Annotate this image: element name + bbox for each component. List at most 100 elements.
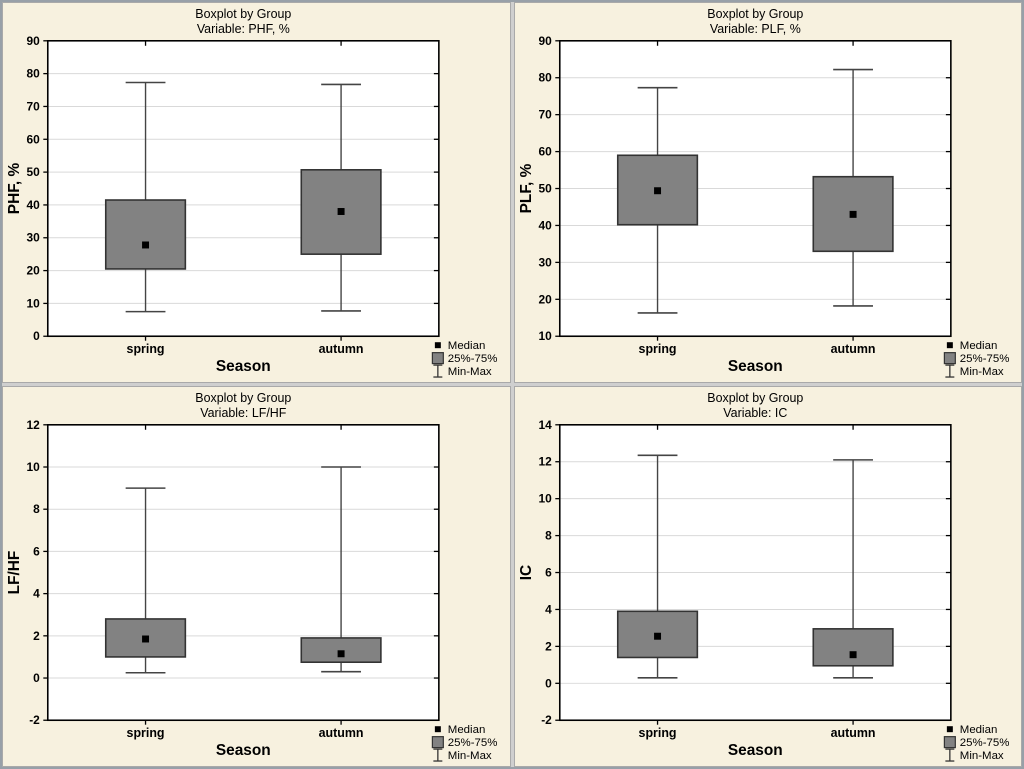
legend-label-iqr-box-icon: 25%-75% [448, 737, 498, 749]
ytick-label: 4 [33, 587, 40, 601]
ytick-label: 60 [538, 145, 552, 159]
panel-title: Boxplot by Group [707, 7, 803, 21]
legend-label-iqr-box-icon: 25%-75% [959, 737, 1009, 749]
ytick-label: 0 [33, 329, 40, 343]
ytick-label: 80 [27, 67, 41, 81]
ytick-label: 4 [545, 602, 552, 616]
legend-label-minmax-whisker-icon: Min-Max [959, 750, 1003, 762]
iqr-box [300, 637, 382, 664]
ytick-label: -2 [541, 713, 552, 727]
xtick-label: spring [127, 726, 165, 740]
ytick-label: 30 [538, 255, 552, 269]
box-group-autumn [300, 466, 382, 673]
box-group-spring [616, 86, 698, 314]
legend-label-median-square-icon: Median [448, 724, 486, 736]
xtick-label: autumn [830, 342, 875, 356]
panel-subtitle: Variable: PLF, % [709, 22, 800, 36]
ytick-label: 50 [538, 182, 552, 196]
y-axis-label: LF/HF [6, 551, 23, 595]
median-marker [337, 650, 345, 658]
boxplot-panel-ic: Boxplot by Group Variable: IC spring autumn… [513, 386, 1022, 767]
ytick-label: 20 [27, 264, 41, 278]
boxplot-panel-plf: Boxplot by Group Variable: PLF, % spring au… [513, 2, 1022, 383]
median-square-icon [434, 726, 441, 733]
legend-label-median-square-icon: Median [959, 724, 997, 736]
boxplot-panel-phf: Boxplot by Group Variable: PHF, % spring au… [2, 2, 511, 383]
iqr-box-icon [943, 352, 956, 365]
box-group-spring [104, 487, 187, 674]
ytick-label: 90 [538, 34, 552, 48]
ytick-label: 70 [538, 108, 552, 122]
median-marker [849, 210, 857, 218]
xtick-label: autumn [319, 726, 364, 740]
ytick-label: 0 [545, 676, 552, 690]
ytick-label: 20 [538, 292, 552, 306]
panel-subtitle: Variable: IC [723, 406, 787, 420]
xtick-label: autumn [319, 342, 364, 356]
ytick-label: 12 [27, 418, 41, 432]
ytick-label: 10 [27, 460, 41, 474]
plot-border [46, 40, 440, 338]
ytick-label: 60 [27, 132, 41, 146]
median-square-icon [434, 342, 441, 349]
ytick-label: 40 [27, 198, 41, 212]
iqr-box-icon [431, 736, 444, 749]
ytick-label: 6 [33, 544, 40, 558]
y-axis-label: PLF, % [517, 163, 534, 213]
ytick-label: 14 [538, 418, 552, 432]
ytick-label: 90 [27, 34, 41, 48]
panel-title: Boxplot by Group [195, 391, 291, 405]
median-marker [849, 651, 857, 659]
panel-title: Boxplot by Group [195, 7, 291, 21]
ytick-label: 70 [27, 99, 41, 113]
panel-subtitle: Variable: PHF, % [197, 22, 290, 36]
iqr-box-icon [943, 736, 956, 749]
ytick-label: 30 [27, 231, 41, 245]
ytick-label: 0 [33, 671, 40, 685]
panel-subtitle: Variable: LF/HF [200, 406, 286, 420]
legend-label-iqr-box-icon: 25%-75% [959, 353, 1009, 365]
ytick-label: 10 [538, 492, 552, 506]
ytick-label: 2 [545, 639, 552, 653]
plot-border [558, 40, 952, 338]
xtick-label: spring [638, 342, 676, 356]
plot-border [46, 424, 440, 722]
x-axis-label: Season [727, 742, 782, 759]
panel-title: Boxplot by Group [707, 391, 803, 405]
legend-label-minmax-whisker-icon: Min-Max [959, 366, 1003, 378]
iqr-box [104, 199, 187, 270]
median-marker [653, 187, 661, 195]
y-axis-label: PHF, % [6, 163, 23, 215]
ytick-label: 80 [538, 71, 552, 85]
xtick-label: spring [127, 342, 165, 356]
plot-border [558, 424, 952, 722]
x-axis-label: Season [216, 358, 271, 375]
xtick-label: spring [638, 726, 676, 740]
median-marker [337, 208, 345, 215]
median-marker [142, 635, 150, 643]
ytick-label: 50 [27, 165, 41, 179]
median-square-icon [946, 726, 953, 733]
ytick-label: 10 [27, 296, 41, 310]
legend-label-minmax-whisker-icon: Min-Max [448, 750, 492, 762]
ytick-label: 40 [538, 218, 552, 232]
plot-area [47, 424, 439, 721]
box-group-autumn [811, 68, 894, 307]
box-group-autumn [811, 459, 894, 679]
box-group-autumn [300, 83, 382, 312]
median-marker [653, 632, 661, 640]
median-square-icon [946, 342, 953, 349]
ytick-label: 2 [33, 629, 40, 643]
box-group-spring [616, 454, 698, 679]
box-group-spring [104, 81, 187, 313]
x-axis-label: Season [216, 742, 271, 759]
